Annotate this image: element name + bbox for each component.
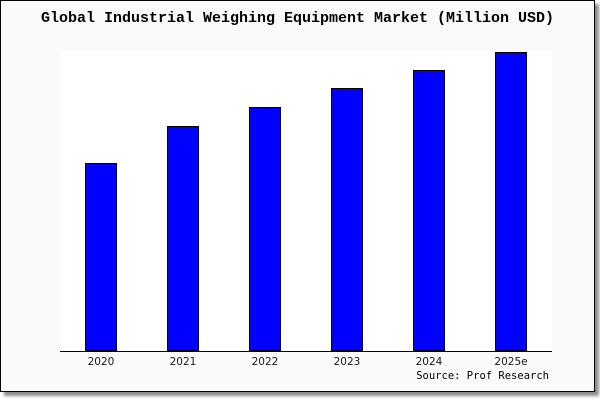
x-tick-label-2022: 2022 [251, 356, 279, 368]
bar-2021 [167, 126, 199, 351]
x-tick-label-2021: 2021 [169, 356, 197, 368]
x-tick-label-2023: 2023 [333, 356, 361, 368]
bar-2024 [413, 70, 445, 351]
bar-2025e [495, 52, 527, 351]
bar-2022 [249, 107, 281, 351]
x-tick-label-2024: 2024 [415, 356, 443, 368]
plot-area [60, 51, 552, 352]
x-axis-tick-labels: 2020 2021 2022 2023 2024 2025e [60, 356, 552, 368]
bar-slot-2022 [224, 51, 306, 351]
bar-slot-2020 [60, 51, 142, 351]
x-tick-label-2025e: 2025e [494, 356, 528, 368]
bar-slot-2025e [470, 51, 552, 351]
x-tick-label-2020: 2020 [87, 356, 115, 368]
bar-slot-2021 [142, 51, 224, 351]
bar-slot-2024 [388, 51, 470, 351]
chart-title: Global Industrial Weighing Equipment Mar… [40, 10, 555, 27]
source-credit: Source: Prof Research [416, 370, 549, 382]
bar-2020 [85, 163, 117, 351]
bar-2023 [331, 88, 363, 351]
chart-frame: Global Industrial Weighing Equipment Mar… [0, 0, 595, 392]
bar-slot-2023 [306, 51, 388, 351]
